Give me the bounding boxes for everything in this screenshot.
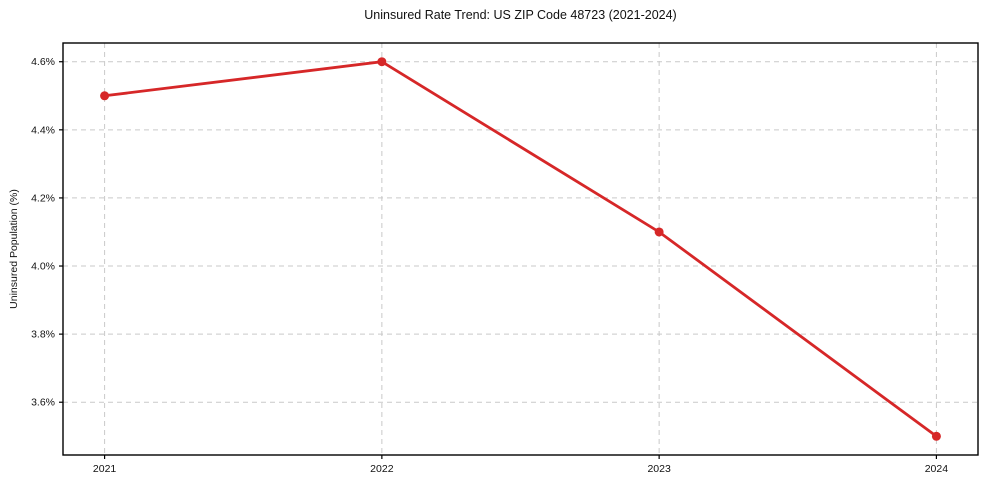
y-tick-label: 4.2% — [31, 192, 55, 204]
x-tick-label: 2022 — [370, 463, 394, 475]
x-tick-label: 2023 — [647, 463, 671, 475]
data-point — [100, 91, 110, 101]
x-tick-label: 2021 — [93, 463, 117, 475]
y-tick-label: 3.8% — [31, 329, 55, 341]
data-point — [931, 431, 941, 441]
y-tick-label: 4.6% — [31, 56, 55, 68]
y-tick-label: 3.6% — [31, 397, 55, 409]
x-tick-label: 2024 — [925, 463, 949, 475]
data-point — [377, 57, 387, 67]
plot-border — [62, 42, 979, 456]
y-tick-label: 4.4% — [31, 124, 55, 136]
data-point — [654, 227, 664, 237]
trend-line — [103, 60, 938, 438]
chart-title: Uninsured Rate Trend: US ZIP Code 48723 … — [364, 8, 677, 22]
y-tick-label: 4.0% — [31, 261, 55, 273]
